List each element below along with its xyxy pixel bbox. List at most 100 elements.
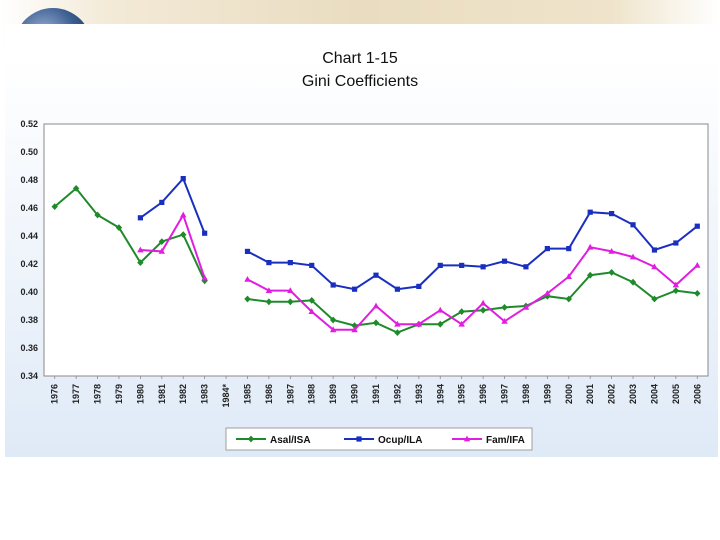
data-point: [244, 248, 251, 254]
x-tick-label: 1978: [93, 384, 103, 404]
data-point: [115, 224, 123, 231]
x-tick-label: 2005: [671, 384, 681, 404]
x-tick-label: 1980: [135, 384, 145, 404]
data-point: [586, 243, 594, 250]
data-point: [587, 209, 593, 215]
data-point: [308, 308, 315, 314]
series-line: [140, 212, 206, 279]
series-line: [139, 176, 206, 234]
data-point: [394, 320, 401, 327]
data-point: [522, 304, 530, 310]
x-tick-label: 2002: [607, 384, 617, 404]
data-point: [94, 211, 101, 219]
data-point: [501, 304, 508, 311]
x-tick-label: 1993: [414, 384, 424, 404]
data-point: [608, 248, 615, 254]
chart-subtitle: Gini Coefficients: [302, 73, 418, 90]
data-point: [608, 269, 615, 276]
x-tick-label: 1999: [542, 384, 552, 404]
x-tick-label: 2006: [692, 384, 702, 404]
data-point: [544, 246, 550, 252]
x-tick-label: 1983: [200, 384, 210, 404]
data-point: [158, 238, 166, 245]
data-point: [459, 262, 465, 268]
x-tick-label: 1994: [435, 384, 445, 404]
series-line: [54, 186, 206, 282]
data-point: [309, 262, 315, 268]
x-tick-label: 2000: [564, 384, 574, 404]
data-point: [287, 298, 294, 306]
data-point: [629, 278, 637, 286]
y-tick-label: 0.44: [20, 231, 38, 241]
data-point: [266, 260, 272, 266]
legend-label: Fam/IFA: [486, 435, 525, 446]
data-point: [651, 247, 658, 253]
data-point: [180, 211, 187, 218]
data-point: [586, 271, 594, 279]
x-tick-label: 1985: [242, 384, 252, 404]
x-tick-label: 1984*: [221, 384, 231, 408]
chart-title: Chart 1-15: [322, 50, 398, 67]
x-tick-label: 1987: [285, 384, 295, 404]
x-tick-label: 1990: [350, 384, 360, 404]
data-point: [672, 281, 680, 288]
legend-label: Asal/ISA: [270, 435, 311, 446]
data-point: [180, 231, 187, 238]
data-point: [51, 203, 58, 210]
x-tick-label: 1977: [71, 384, 81, 404]
x-tick-label: 1979: [114, 384, 124, 404]
series-line: [247, 211, 698, 291]
data-point: [137, 215, 143, 221]
data-point: [394, 329, 401, 336]
x-tick-label: 2003: [628, 384, 638, 404]
series-ocup-ila: [137, 176, 700, 292]
data-point: [330, 282, 336, 288]
data-point: [523, 264, 529, 270]
data-point: [72, 185, 80, 192]
y-tick-label: 0.50: [20, 147, 38, 157]
x-tick-label: 2004: [649, 384, 659, 404]
x-tick-label: 1976: [50, 384, 60, 404]
data-point: [159, 199, 165, 205]
legend-marker: [247, 435, 255, 443]
data-point: [479, 299, 487, 306]
legend-marker: [356, 436, 362, 442]
x-tick-label: 1981: [157, 384, 167, 404]
legend: [225, 427, 533, 451]
data-point: [351, 286, 358, 292]
data-point: [372, 319, 380, 327]
data-point: [651, 263, 658, 270]
data-point: [437, 306, 444, 313]
data-point: [609, 211, 615, 217]
x-tick-label: 1997: [500, 384, 510, 404]
data-point: [694, 223, 700, 229]
data-point: [351, 326, 358, 333]
legend-items: Asal/ISA Ocup/ILA Fam/IFA: [236, 435, 525, 446]
y-axis: 0.34 0.36 0.38 0.40 0.42 0.44 0.46 0.48 0.50 0.52: [20, 119, 38, 381]
x-tick-label: 1995: [457, 384, 467, 404]
data-point: [180, 176, 186, 182]
data-point: [416, 283, 422, 289]
data-point: [329, 316, 337, 324]
x-tick-label: 1998: [521, 384, 531, 404]
y-tick-label: 0.40: [20, 287, 38, 297]
y-tick-label: 0.52: [20, 119, 38, 129]
data-point: [458, 308, 465, 315]
x-tick-label: 2001: [585, 384, 595, 404]
data-point: [437, 320, 444, 328]
data-point: [244, 276, 251, 282]
data-point: [480, 264, 486, 270]
legend-marker: [463, 435, 471, 442]
legend-label: Ocup/ILA: [378, 435, 422, 446]
data-point: [501, 258, 508, 264]
x-axis: 1976 1977 1978 1979 1980 1981 1982 1983 1984* 198…: [50, 376, 702, 408]
data-point: [566, 246, 572, 252]
x-tick-label: 1989: [328, 384, 338, 404]
data-point: [651, 295, 658, 303]
data-point: [372, 302, 380, 309]
data-point: [479, 306, 487, 314]
data-point: [501, 318, 508, 324]
y-tick-label: 0.42: [20, 259, 38, 269]
data-point: [437, 262, 443, 268]
